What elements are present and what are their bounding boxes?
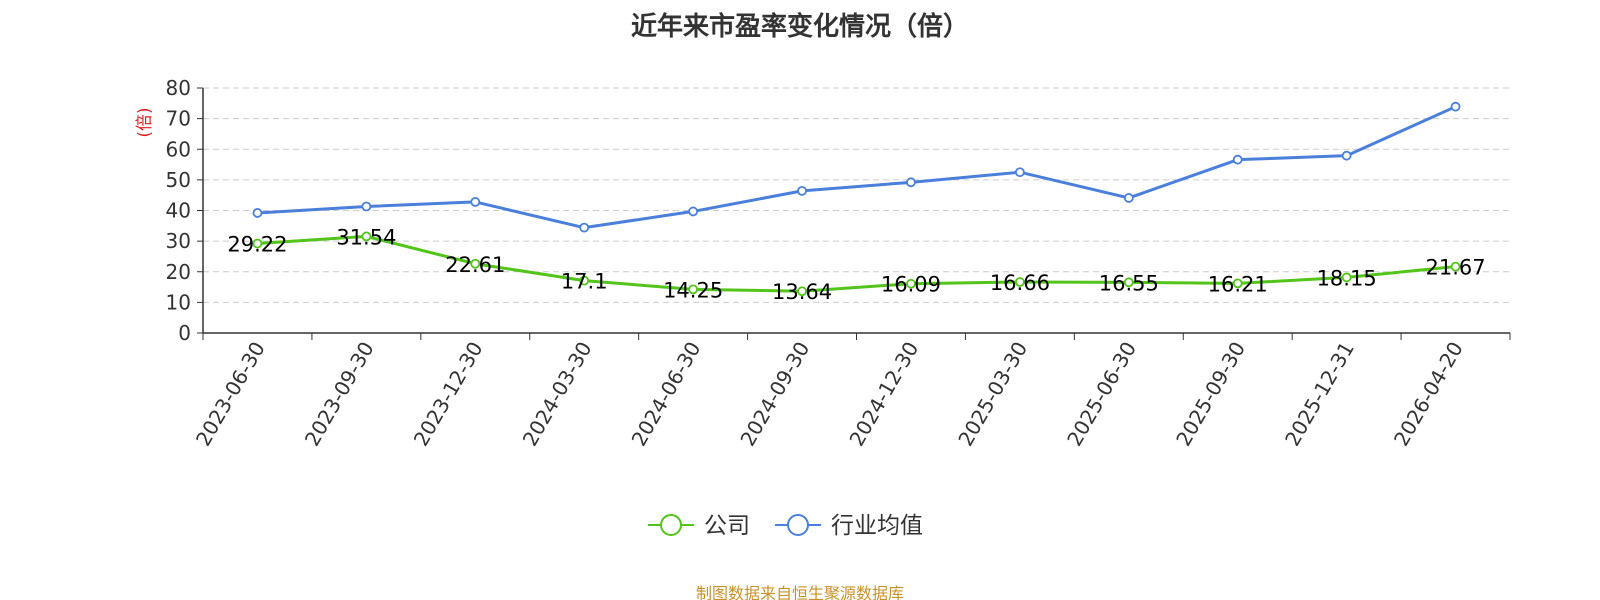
data-label: 18.15: [1317, 266, 1377, 290]
series-point-1[interactable]: [1125, 194, 1133, 202]
y-axis-label: (倍): [135, 107, 155, 137]
series-point-1[interactable]: [362, 203, 370, 211]
series-line-1: [257, 107, 1455, 228]
data-label: 29.22: [227, 233, 287, 257]
legend-item-1[interactable]: 行业均值: [775, 513, 923, 539]
series-point-1[interactable]: [1343, 152, 1351, 160]
x-tick-label: 2026-04-20: [1389, 338, 1468, 451]
y-tick-label: 40: [166, 199, 191, 223]
series-point-1[interactable]: [471, 198, 479, 206]
legend-label: 行业均值: [831, 513, 923, 539]
legend-item-0[interactable]: 公司: [648, 513, 750, 539]
data-label: 16.66: [990, 271, 1050, 295]
y-tick-label: 30: [166, 229, 191, 253]
y-tick-label: 60: [166, 137, 191, 161]
series-line-0: [257, 236, 1455, 291]
x-tick-label: 2025-06-30: [1062, 338, 1141, 451]
y-tick-label: 50: [166, 168, 191, 192]
data-label: 14.25: [663, 278, 723, 302]
legend-marker: [788, 515, 808, 535]
data-label: 13.64: [772, 280, 832, 304]
legend-marker: [661, 515, 681, 535]
x-tick-label: 2023-09-30: [300, 338, 379, 451]
x-tick-label: 2025-09-30: [1171, 338, 1250, 451]
y-tick-label: 70: [166, 107, 191, 131]
y-tick-label: 20: [166, 260, 191, 284]
axes: 0 10 20 30 40 50 60 70 80 (倍) 2023-06-30 2023-09-30…: [135, 76, 1510, 450]
series-point-1[interactable]: [580, 224, 588, 232]
series-point-1[interactable]: [907, 178, 915, 186]
grid-lines: [203, 88, 1510, 302]
x-tick-label: 2024-12-30: [844, 337, 923, 450]
legend[interactable]: 公司 行业均值: [648, 513, 923, 539]
data-label: 21.67: [1425, 256, 1485, 280]
x-tick-label: 2025-03-30: [953, 338, 1032, 451]
y-tick-label: 10: [166, 290, 191, 314]
legend-label: 公司: [704, 513, 750, 539]
x-tick-label: 2024-03-30: [518, 338, 597, 451]
x-tick-label: 2023-12-30: [409, 337, 488, 450]
x-tick-label: 2025-12-31: [1280, 338, 1359, 451]
x-tick-label: 2024-06-30: [627, 338, 706, 451]
series-point-1[interactable]: [798, 187, 806, 195]
data-labels: 29.22 31.54 22.61 17.1 14.25 13.64 16.09 16.66 1…: [227, 225, 1485, 304]
x-tick-label: 2024-09-30: [735, 338, 814, 451]
data-label: 16.21: [1208, 272, 1268, 296]
data-label: 16.55: [1099, 271, 1159, 295]
y-tick-label: 80: [166, 76, 191, 100]
y-tick-label: 0: [178, 321, 191, 345]
data-label: 31.54: [336, 225, 396, 249]
x-tick-label: 2023-06-30: [191, 338, 270, 451]
data-label: 17.1: [561, 270, 608, 294]
series-lines: [253, 103, 1459, 296]
data-label: 22.61: [445, 253, 505, 277]
series-point-1[interactable]: [253, 209, 261, 217]
data-label: 16.09: [881, 273, 941, 297]
series-point-1[interactable]: [1234, 156, 1242, 164]
series-point-1[interactable]: [1452, 103, 1460, 111]
data-source-note: 制图数据来自恒生聚源数据库: [0, 580, 1600, 600]
series-point-1[interactable]: [1016, 168, 1024, 176]
series-point-1[interactable]: [689, 207, 697, 215]
